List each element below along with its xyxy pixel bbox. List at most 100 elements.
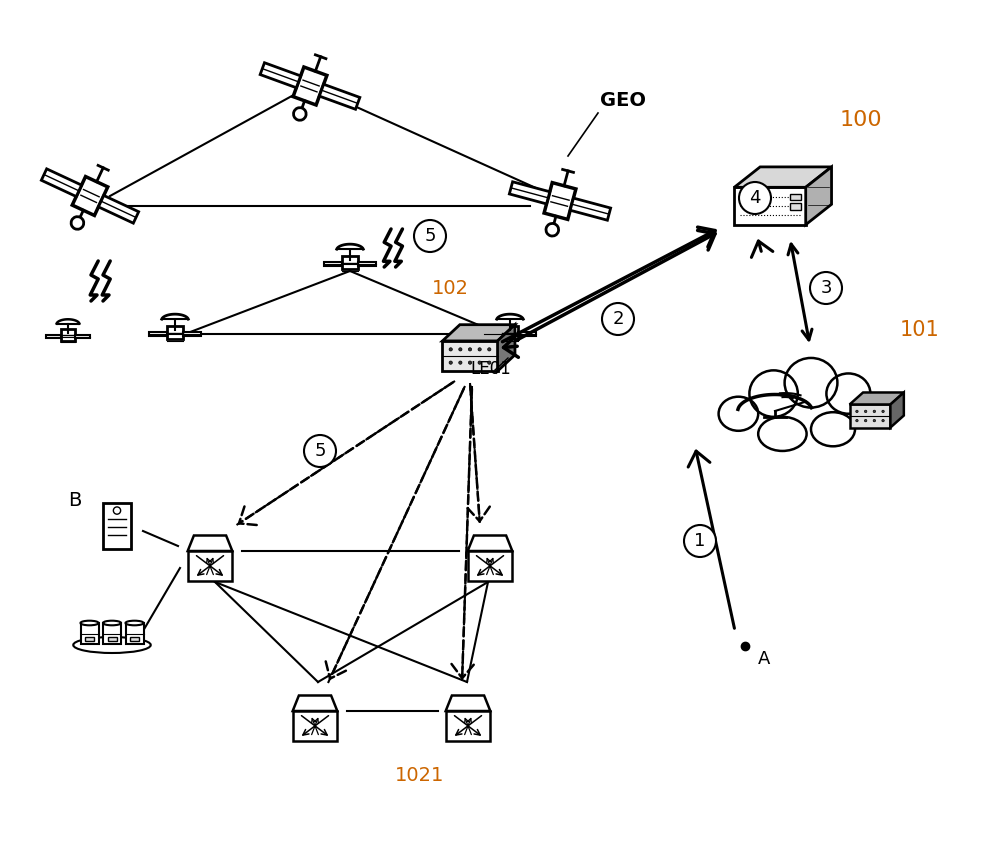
Circle shape bbox=[459, 348, 462, 351]
Polygon shape bbox=[498, 325, 515, 371]
Circle shape bbox=[546, 223, 559, 236]
Circle shape bbox=[602, 303, 634, 335]
Polygon shape bbox=[734, 167, 832, 187]
Bar bbox=[850, 404, 890, 427]
Circle shape bbox=[873, 410, 876, 413]
Circle shape bbox=[873, 420, 876, 422]
Circle shape bbox=[864, 410, 867, 413]
Circle shape bbox=[468, 361, 472, 365]
Bar bbox=[502, 326, 518, 339]
Bar bbox=[509, 182, 550, 204]
Bar bbox=[103, 503, 131, 549]
Ellipse shape bbox=[103, 621, 121, 625]
Text: 101: 101 bbox=[900, 320, 940, 340]
Ellipse shape bbox=[758, 417, 807, 451]
Bar bbox=[544, 183, 576, 219]
Circle shape bbox=[856, 410, 858, 413]
Bar bbox=[75, 335, 90, 338]
Bar bbox=[149, 332, 167, 337]
Circle shape bbox=[468, 348, 472, 351]
Polygon shape bbox=[806, 167, 832, 225]
Bar bbox=[98, 195, 139, 223]
Ellipse shape bbox=[749, 371, 798, 417]
Text: 5: 5 bbox=[314, 442, 326, 460]
Bar bbox=[570, 198, 611, 220]
Bar bbox=[734, 187, 806, 225]
Bar bbox=[468, 551, 512, 580]
Bar bbox=[126, 623, 144, 644]
Polygon shape bbox=[188, 536, 232, 551]
Circle shape bbox=[864, 420, 867, 422]
Text: 1: 1 bbox=[694, 532, 706, 550]
Ellipse shape bbox=[126, 621, 144, 625]
Bar bbox=[260, 63, 301, 88]
Text: 5: 5 bbox=[424, 227, 436, 245]
Circle shape bbox=[488, 348, 491, 351]
Text: B: B bbox=[69, 491, 82, 510]
Polygon shape bbox=[850, 393, 904, 404]
Ellipse shape bbox=[73, 637, 151, 653]
Ellipse shape bbox=[811, 412, 855, 447]
Bar bbox=[293, 67, 327, 105]
Text: GEO: GEO bbox=[600, 91, 646, 110]
Ellipse shape bbox=[719, 397, 758, 431]
Circle shape bbox=[449, 361, 452, 365]
Bar bbox=[130, 637, 139, 641]
Bar bbox=[167, 326, 183, 339]
Bar bbox=[41, 169, 82, 196]
Circle shape bbox=[810, 272, 842, 304]
Circle shape bbox=[882, 420, 884, 422]
Text: 100: 100 bbox=[840, 110, 883, 130]
Circle shape bbox=[304, 435, 336, 467]
Bar bbox=[319, 85, 360, 109]
Bar bbox=[790, 203, 801, 210]
Text: 1021: 1021 bbox=[395, 766, 445, 785]
Text: 102: 102 bbox=[432, 279, 469, 298]
Bar bbox=[484, 332, 502, 337]
Ellipse shape bbox=[80, 621, 98, 625]
Ellipse shape bbox=[859, 393, 895, 425]
Circle shape bbox=[449, 348, 452, 351]
Circle shape bbox=[71, 217, 84, 229]
Circle shape bbox=[478, 348, 481, 351]
Bar bbox=[442, 341, 498, 371]
Circle shape bbox=[739, 182, 771, 214]
Bar bbox=[103, 623, 121, 644]
Bar bbox=[46, 335, 61, 338]
Bar bbox=[324, 262, 342, 266]
Text: A: A bbox=[758, 650, 770, 668]
Circle shape bbox=[488, 361, 491, 365]
Bar bbox=[188, 551, 232, 580]
Bar bbox=[358, 262, 376, 266]
Ellipse shape bbox=[785, 358, 837, 408]
Bar bbox=[72, 177, 108, 216]
Bar bbox=[790, 194, 801, 201]
Bar bbox=[183, 332, 201, 337]
Text: 2: 2 bbox=[612, 310, 624, 328]
Circle shape bbox=[478, 361, 481, 365]
Bar bbox=[342, 256, 358, 269]
Bar bbox=[446, 711, 490, 741]
Polygon shape bbox=[442, 325, 515, 341]
Text: 3: 3 bbox=[820, 279, 832, 297]
Circle shape bbox=[856, 420, 858, 422]
Bar bbox=[108, 637, 116, 641]
Text: LE01: LE01 bbox=[470, 360, 511, 378]
Bar bbox=[85, 637, 94, 641]
Circle shape bbox=[684, 525, 716, 557]
Circle shape bbox=[414, 220, 446, 252]
Circle shape bbox=[882, 410, 884, 413]
Polygon shape bbox=[446, 695, 490, 711]
Polygon shape bbox=[890, 393, 904, 427]
Bar bbox=[518, 332, 536, 337]
Bar bbox=[80, 623, 98, 644]
Circle shape bbox=[294, 107, 306, 120]
Circle shape bbox=[113, 507, 121, 514]
Polygon shape bbox=[468, 536, 512, 551]
Bar bbox=[61, 329, 75, 341]
Circle shape bbox=[459, 361, 462, 365]
Text: 4: 4 bbox=[749, 189, 761, 207]
Bar bbox=[293, 711, 337, 741]
Ellipse shape bbox=[826, 373, 870, 414]
Polygon shape bbox=[293, 695, 337, 711]
